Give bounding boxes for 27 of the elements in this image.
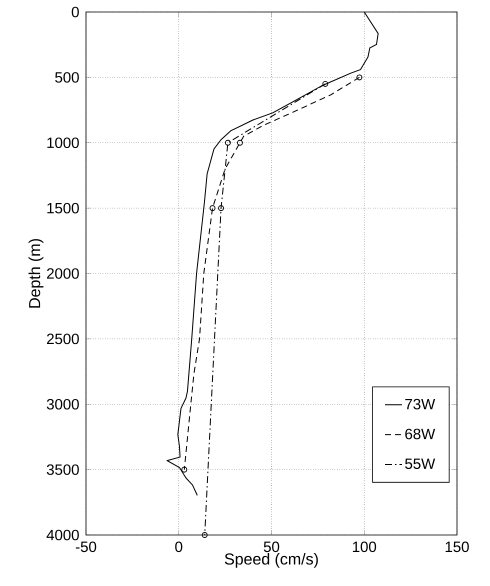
x-tick-label: 150 bbox=[446, 542, 469, 552]
y-tick-label: 1000 bbox=[47, 137, 79, 148]
x-tick-label: -50 bbox=[76, 542, 96, 552]
x-axis-title: Speed (cm/s) bbox=[224, 552, 318, 568]
legend-label: 73W bbox=[405, 398, 436, 410]
y-tick-label: 0 bbox=[72, 6, 79, 18]
y-tick-label: 3000 bbox=[46, 398, 79, 410]
point bbox=[237, 140, 243, 146]
y-tick-label: 2500 bbox=[46, 334, 79, 344]
point bbox=[322, 80, 328, 87]
y-tick-label: 1500 bbox=[47, 202, 79, 214]
legend-label: 55W bbox=[405, 458, 436, 469]
y-tick-label: 500 bbox=[55, 72, 79, 83]
point bbox=[181, 466, 188, 473]
point bbox=[356, 74, 362, 80]
x-tick-label: 50 bbox=[264, 542, 280, 552]
point bbox=[218, 205, 224, 212]
y-axis-title: Depth (m) bbox=[28, 239, 44, 308]
point bbox=[210, 205, 216, 212]
y-tick-label: 2000 bbox=[46, 268, 79, 279]
point bbox=[202, 532, 208, 538]
x-tick-label: 0 bbox=[175, 542, 182, 552]
point bbox=[224, 140, 231, 146]
x-tick-label: 100 bbox=[352, 542, 376, 552]
y-tick-label: 3500 bbox=[46, 464, 79, 475]
y-tick-label: 4000 bbox=[46, 530, 79, 540]
legend-label: 68W bbox=[405, 428, 436, 440]
